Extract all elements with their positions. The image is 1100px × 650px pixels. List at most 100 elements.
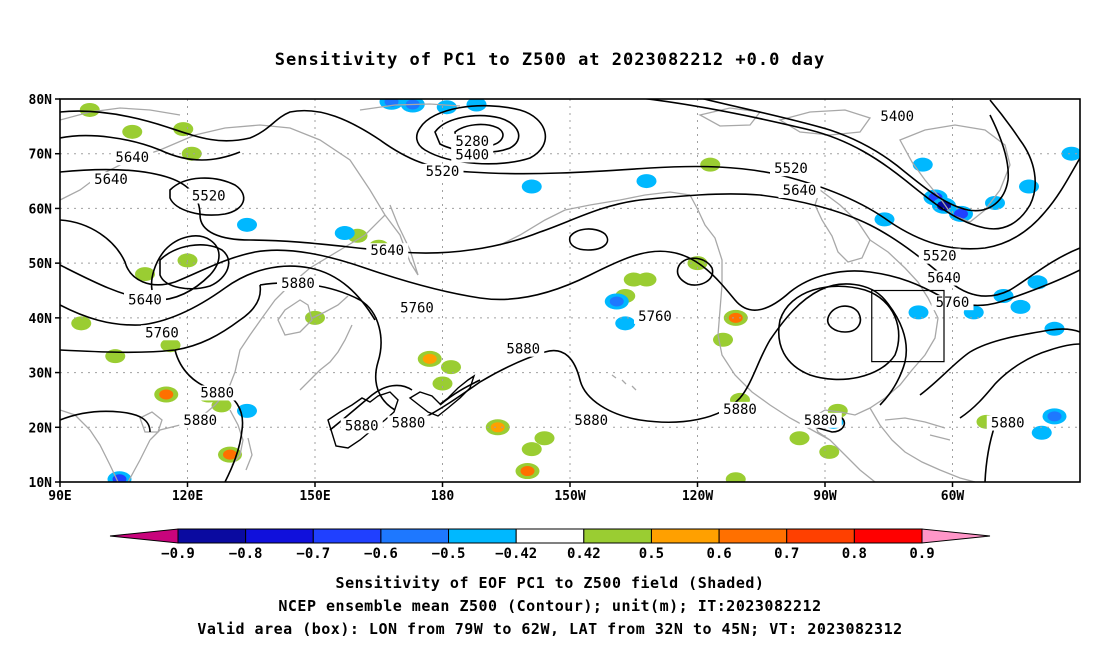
contour-label-bg-14 — [634, 308, 676, 324]
contour-label-bg-8 — [778, 183, 821, 199]
shading-patch-1 — [173, 122, 194, 137]
contour-label: 5640 — [927, 271, 961, 287]
shading-patch-41 — [237, 217, 257, 232]
contour-label-bg-2 — [187, 188, 230, 204]
lon-tick-label: 150W — [554, 489, 585, 504]
shading-core-50 — [954, 208, 968, 219]
colorbar-label: −0.42 — [495, 546, 537, 562]
lat-tick-label: 40N — [29, 312, 53, 327]
contour-label: 5520 — [923, 249, 957, 265]
contour-label-bg-19 — [387, 415, 430, 431]
caption-valid-area: Valid area (box): LON from 79W to 62W, L… — [197, 620, 903, 638]
colorbar-segment — [650, 528, 720, 544]
caption-contour: NCEP ensemble mean Z500 (Contour); unit(… — [278, 597, 822, 615]
contour-label: 5400 — [880, 109, 914, 125]
japan-outline — [327, 374, 476, 449]
contour-label: 5760 — [936, 295, 970, 311]
contour-label-bg-4 — [451, 147, 494, 163]
shading-patch-42 — [521, 179, 542, 194]
shading-patch-17 — [432, 376, 453, 391]
shading-patch-33 — [700, 157, 721, 172]
contour-5700-loop-west — [159, 244, 230, 290]
z500-contours — [60, 99, 1080, 482]
contour-label-bg-15 — [502, 341, 545, 357]
contour-label: 5640 — [370, 243, 404, 259]
contour-label-bg-16 — [196, 385, 239, 401]
japan-islands — [327, 374, 476, 449]
shading-patch-28 — [713, 332, 733, 347]
valid-area-box — [871, 289, 945, 363]
lon-tick-label: 180 — [431, 489, 455, 504]
coastline-north-america-west — [689, 194, 876, 482]
coastline-caribbean — [884, 417, 951, 441]
colorbar-label: 0.7 — [774, 546, 799, 562]
contour-label: 5880 — [200, 385, 234, 401]
shading-patch-56 — [1010, 299, 1031, 314]
contour-label: 5880 — [506, 342, 540, 358]
colorbar-segment — [583, 528, 652, 544]
lon-tick-label: 120W — [682, 489, 713, 504]
contour-label: 5880 — [281, 276, 315, 292]
colorbar-segment — [448, 528, 517, 544]
contour-label-bg-17 — [179, 412, 222, 428]
contour-5760-main — [60, 219, 1080, 311]
contour-label: 5520 — [774, 161, 808, 177]
colorbar-label: −0.5 — [432, 546, 466, 562]
contour-label-bg-20 — [570, 412, 613, 428]
shading-core-43 — [609, 296, 624, 307]
contour-label-bg-5 — [421, 163, 464, 179]
shading-core-9 — [159, 389, 174, 400]
contour-label-bg-7 — [770, 161, 812, 177]
contour-label-bg-25 — [931, 295, 974, 311]
contour-5400-arc — [641, 99, 1036, 230]
contour-5400-loop — [415, 104, 547, 165]
coastline-arctic-islands — [698, 107, 872, 136]
colorbar-segment — [786, 528, 855, 544]
lat-tick-label: 50N — [29, 257, 53, 272]
colorbar-segment — [515, 528, 585, 544]
coastline-siberia-arctic — [60, 103, 461, 121]
contour-label-bg-26 — [986, 415, 1029, 431]
shading-patch-53 — [1061, 146, 1080, 161]
contour-label-bg-23 — [923, 270, 965, 286]
shading-core-19 — [490, 422, 505, 433]
contour-label-bg-13 — [141, 325, 183, 341]
contour-5700-loop-pacific — [568, 228, 714, 286]
shading-core-27 — [728, 312, 743, 323]
contour-label: 5640 — [115, 150, 149, 166]
lon-tick-label: 60W — [941, 489, 965, 504]
contour-label-bg-24 — [918, 248, 961, 264]
shading-patch-5 — [135, 267, 155, 282]
shading-patch-30 — [789, 431, 810, 446]
contour-label: 5760 — [400, 301, 434, 317]
lon-tick-label: 90E — [48, 489, 71, 504]
lat-tick-label: 10N — [29, 476, 53, 491]
shading-patch-38 — [436, 100, 457, 115]
shading-patch-47 — [912, 157, 933, 172]
contour-5520-loop — [169, 177, 245, 216]
lat-tick-label: 70N — [29, 148, 53, 163]
lon-tick-label: 90W — [813, 489, 837, 504]
shading-patch-22 — [534, 431, 555, 446]
contour-label: 5760 — [638, 309, 672, 325]
shading-core-62 — [112, 474, 127, 482]
contour-5520-main — [60, 109, 1080, 250]
shading-patch-25 — [636, 272, 657, 287]
contour-label: 5640 — [783, 183, 817, 199]
contour-label: 5880 — [723, 402, 757, 418]
contour-label-bg-6 — [876, 109, 919, 125]
contour-label-bg-22 — [799, 412, 842, 428]
contour-label: 5880 — [392, 416, 426, 432]
shading-patch-57 — [1027, 275, 1048, 290]
lat-tick-label: 60N — [29, 202, 53, 217]
shading-patch-11 — [211, 398, 232, 413]
contour-labels: 5640564055205280540055205400552056405640… — [90, 109, 1029, 434]
shading-patch-2 — [181, 146, 202, 161]
lat-tick-label: 30N — [29, 367, 53, 382]
shading-patch-31 — [819, 444, 840, 459]
lat-tick-label: 80N — [29, 93, 53, 108]
colorbar-left-arrow — [109, 528, 179, 544]
shading-patch-44 — [615, 316, 636, 331]
colorbar-right-arrow — [921, 528, 991, 544]
